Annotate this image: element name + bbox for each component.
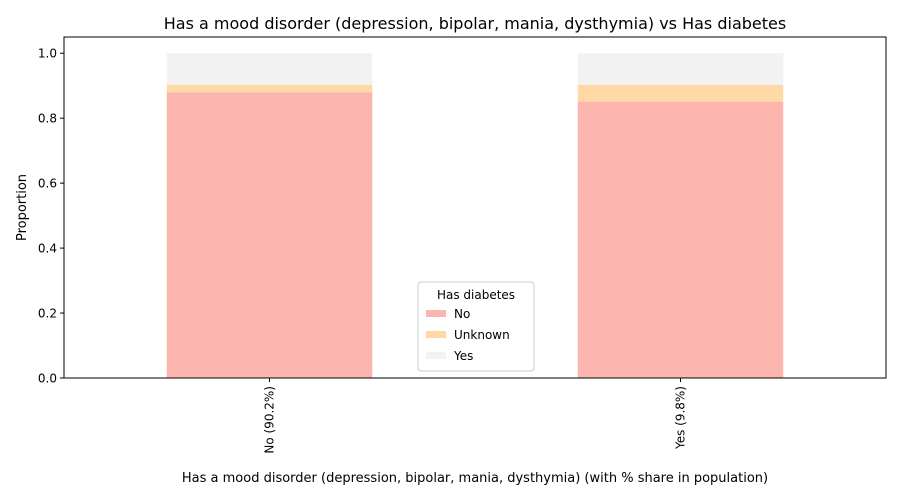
chart-title: Has a mood disorder (depression, bipolar…: [164, 14, 786, 33]
y-axis-label: Proportion: [15, 174, 30, 241]
legend-label-unknown: Unknown: [454, 328, 510, 342]
legend-swatch-no: [426, 310, 446, 317]
legend-swatch-yes: [426, 352, 446, 359]
y-tick-label: 0.6: [38, 177, 57, 191]
y-tick-label: 0.8: [38, 112, 57, 126]
bar-unknown-1: [577, 84, 784, 102]
bar-no-1: [577, 101, 784, 378]
legend-label-yes: Yes: [453, 349, 473, 363]
x-axis-label: Has a mood disorder (depression, bipolar…: [182, 471, 768, 486]
legend: Has diabetes No Unknown Yes: [417, 281, 535, 372]
x-axis: No (90.2%) Yes (9.8%): [263, 378, 688, 454]
bar-no-0: [166, 92, 373, 378]
bar-yes-1: [577, 53, 784, 85]
legend-swatch-unknown: [426, 331, 446, 338]
x-tick-label: No (90.2%): [263, 386, 277, 454]
legend-label-no: No: [454, 307, 470, 321]
y-tick-label: 0.0: [38, 372, 57, 386]
bar-unknown-0: [166, 84, 373, 93]
plot-frame: [63, 36, 887, 379]
y-tick-label: 1.0: [38, 47, 57, 61]
legend-title: Has diabetes: [437, 288, 515, 302]
bars-layer: [166, 53, 784, 378]
x-tick-label: Yes (9.8%): [674, 386, 688, 450]
y-tick-label: 0.4: [38, 242, 57, 256]
bar-yes-0: [166, 53, 373, 85]
legend-box: [417, 281, 535, 372]
y-axis: 0.0 0.2 0.4 0.6 0.8 1.0: [38, 47, 64, 386]
y-tick-label: 0.2: [38, 307, 57, 321]
